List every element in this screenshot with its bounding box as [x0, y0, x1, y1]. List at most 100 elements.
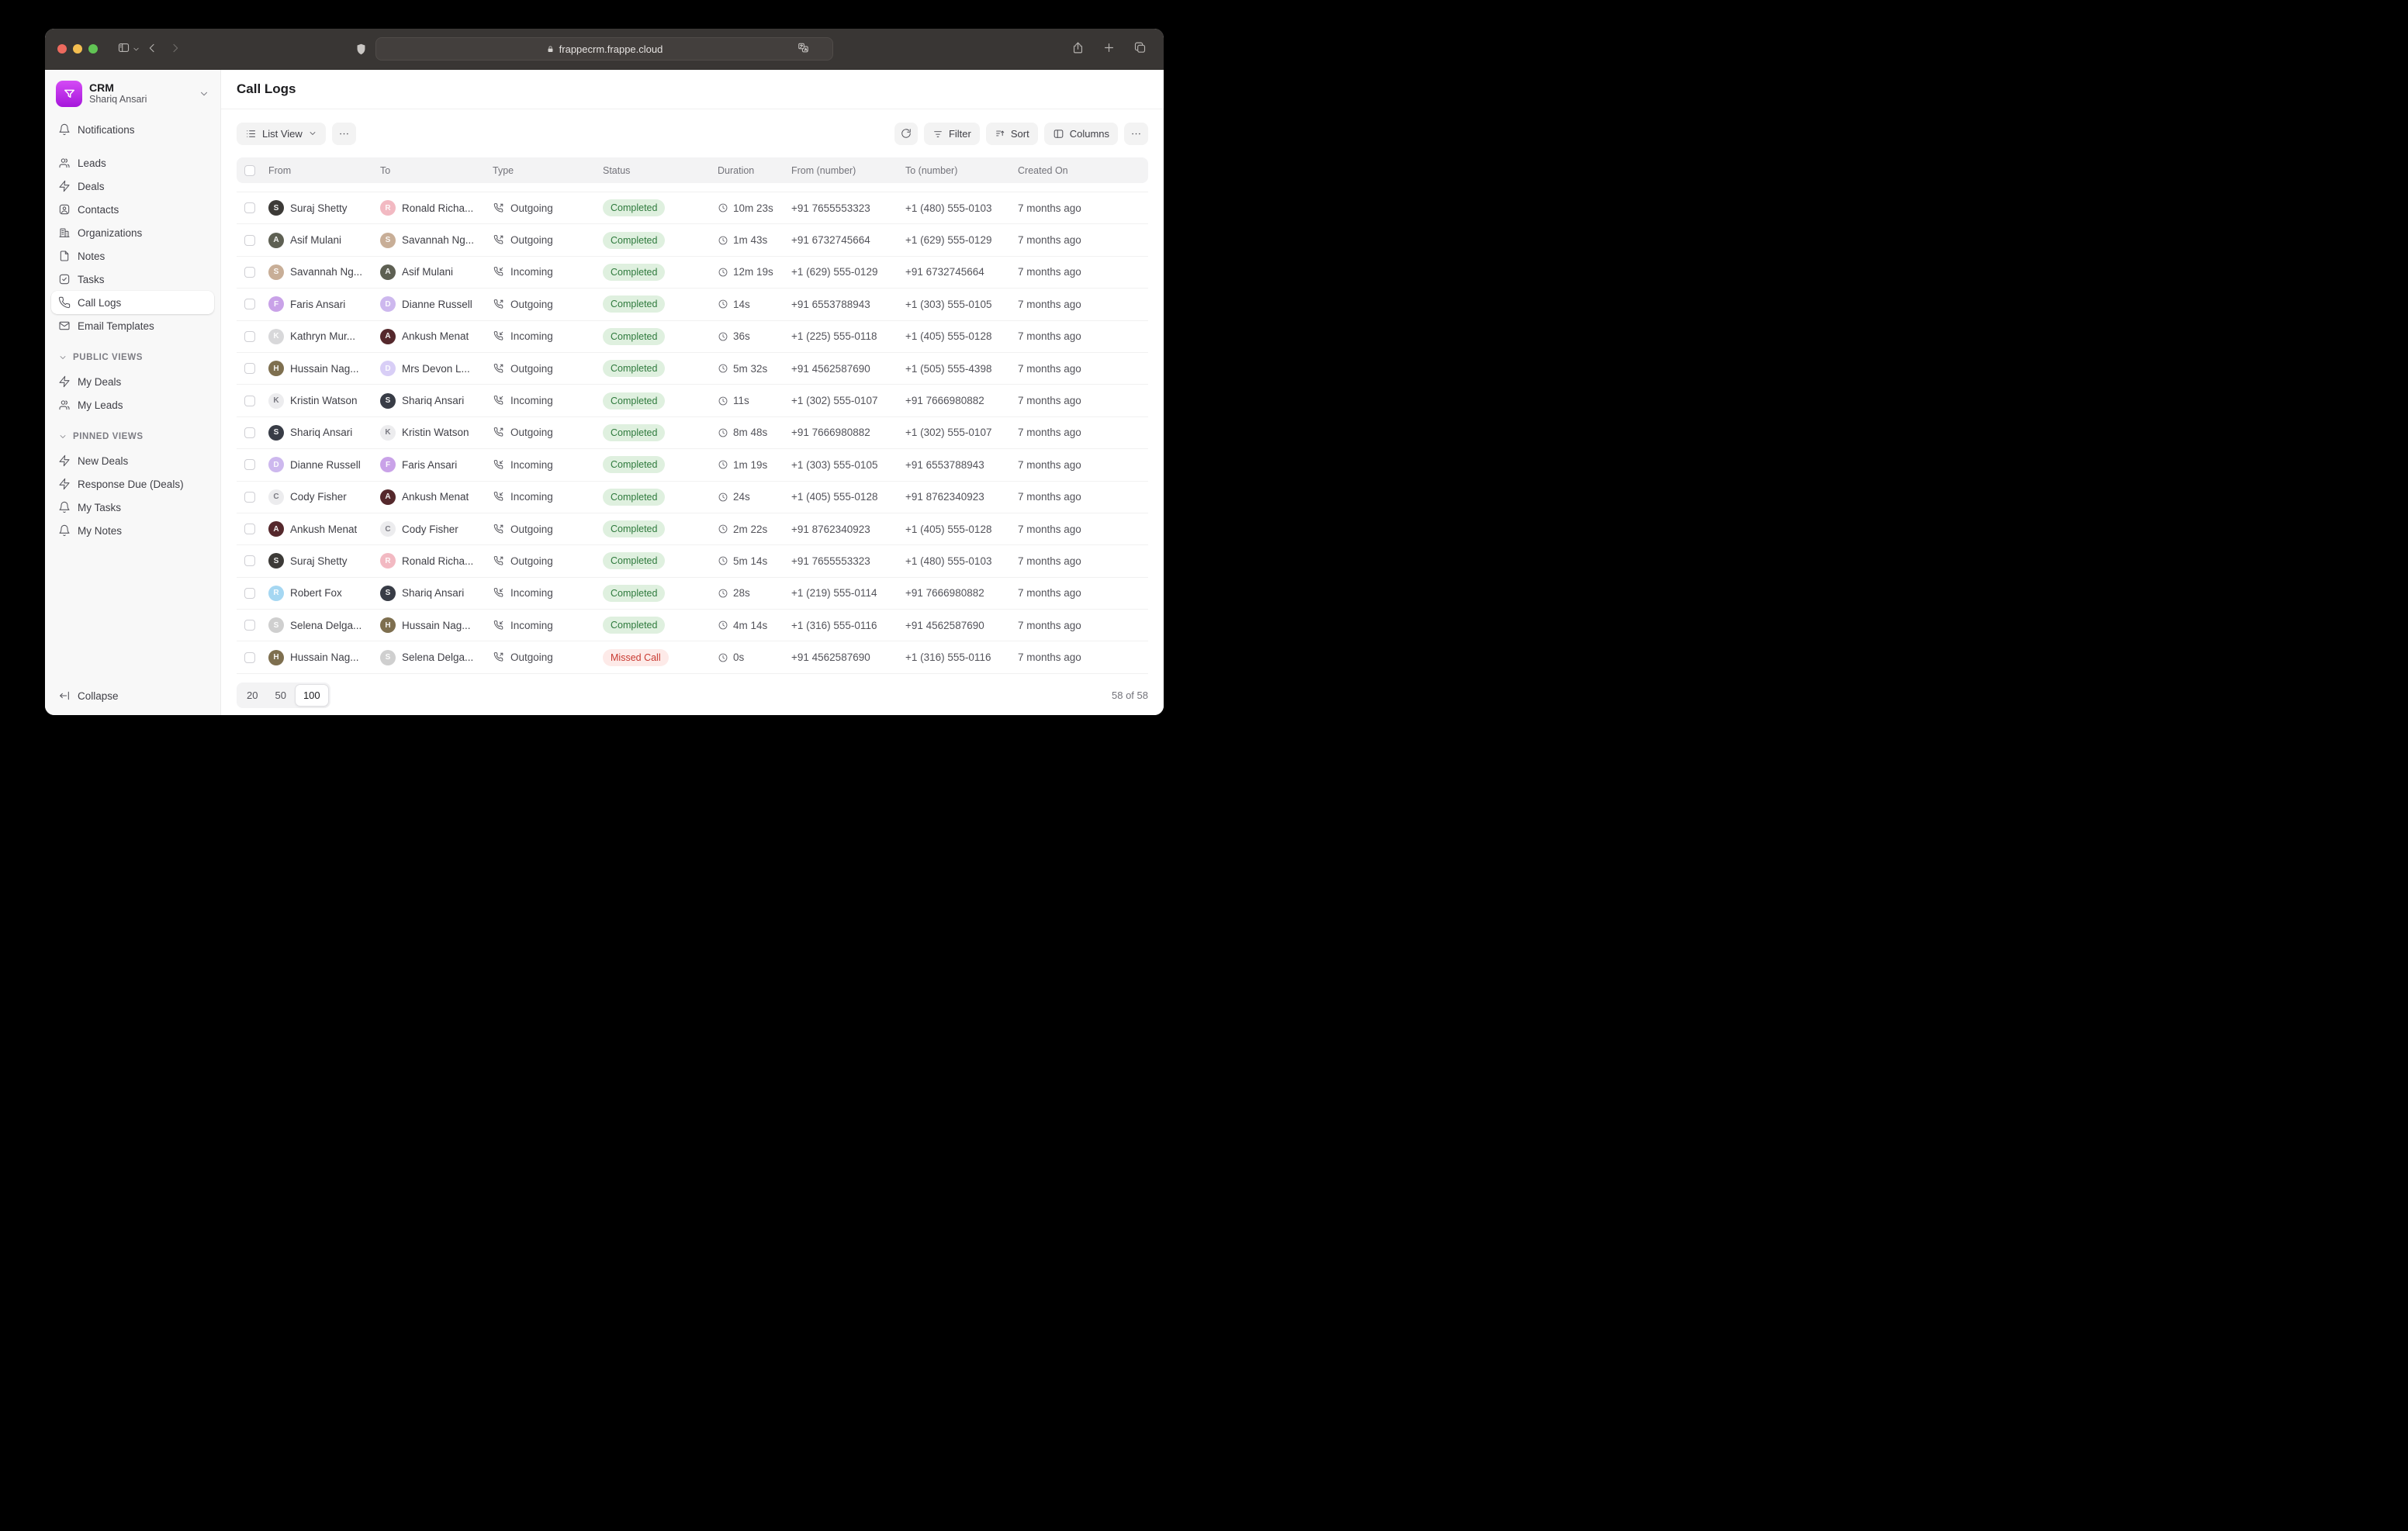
column-header[interactable]: To (number) [905, 164, 958, 176]
table-row[interactable]: H Hussain Nag... D Mrs Devon L... Outgoing Co… [237, 353, 1148, 385]
sort-button[interactable]: Sort [985, 122, 1038, 145]
shield-icon[interactable] [355, 43, 368, 56]
table-body: S Suraj Shetty R Ronald Richa... Outgoing Com… [237, 183, 1148, 676]
sidebar-item-label: My Leads [78, 399, 123, 411]
to-avatar: R [380, 553, 396, 569]
row-checkbox[interactable] [244, 620, 255, 631]
row-checkbox[interactable] [244, 202, 255, 214]
address-bar[interactable]: frappecrm.frappe.cloud undefined [375, 37, 833, 60]
page-size-20[interactable]: 20 [238, 686, 266, 705]
sidebar-item-my-notes[interactable]: My Notes [51, 519, 214, 542]
column-header[interactable]: Created On [1018, 164, 1068, 176]
from-number: +1 (225) 555-0118 [791, 330, 877, 343]
select-all-checkbox[interactable] [244, 164, 255, 176]
table-row[interactable]: C Cody Fisher A Ankush Menat Incoming Complet… [237, 482, 1148, 513]
table-row[interactable]: F Faris Ansari D Dianne Russell Outgoing Comp… [237, 289, 1148, 321]
sidebar-item-my-leads[interactable]: My Leads [51, 393, 214, 416]
table-row[interactable]: A Asif Mulani S Savannah Ng... Outgoing Compl… [237, 224, 1148, 257]
sidebar-item-email-templates[interactable]: Email Templates [51, 314, 214, 337]
row-checkbox[interactable] [244, 651, 255, 663]
table-row[interactable]: K Kristin Watson S Shariq Ansari Incoming Com… [237, 385, 1148, 417]
row-checkbox[interactable] [244, 234, 255, 246]
toolbar-more-button[interactable] [1124, 122, 1148, 145]
chevron-down-icon[interactable] [132, 45, 140, 54]
table-row[interactable]: R Robert Fox S Shariq Ansari Incoming Complet… [237, 578, 1148, 610]
table-row[interactable]: S Savannah Ng... A Asif Mulani Incoming Compl… [237, 257, 1148, 289]
table-row[interactable]: S Selena Delga... H Hussain Nag... Incoming C… [237, 610, 1148, 642]
to-avatar: C [380, 521, 396, 537]
column-header[interactable]: Type [493, 164, 514, 176]
sidebar-item-contacts[interactable]: Contacts [51, 198, 214, 221]
row-checkbox[interactable] [244, 363, 255, 375]
sidebar-item-new-deals[interactable]: New Deals [51, 449, 214, 472]
sidebar-item-notes[interactable]: Notes [51, 244, 214, 268]
close-window-button[interactable] [57, 44, 67, 54]
column-header[interactable]: To [380, 164, 391, 176]
table-row[interactable]: S Suraj Shetty R Ronald Richa... Outgoing Com… [237, 545, 1148, 578]
page-size-50[interactable]: 50 [266, 686, 294, 705]
column-header[interactable]: From [268, 164, 292, 176]
row-checkbox[interactable] [244, 395, 255, 406]
row-checkbox[interactable] [244, 299, 255, 310]
from-cell: H Hussain Nag... [263, 361, 375, 377]
minimize-window-button[interactable] [73, 44, 82, 54]
window-controls [57, 44, 98, 54]
sidebar-item-notifications[interactable]: Notifications [51, 118, 214, 141]
row-checkbox[interactable] [244, 266, 255, 278]
share-button[interactable] [1066, 37, 1089, 60]
section-header-pinned-views[interactable]: PINNED VIEWS [51, 427, 214, 446]
filter-button[interactable]: Filter [923, 122, 980, 145]
clock-icon [718, 620, 728, 631]
row-checkbox[interactable] [244, 587, 255, 599]
sidebar-item-my-deals[interactable]: My Deals [51, 370, 214, 393]
sidebar-item-leads[interactable]: Leads [51, 151, 214, 175]
from-name: Asif Mulani [290, 234, 342, 247]
page-size-100[interactable]: 100 [294, 684, 329, 707]
clock-icon [718, 427, 728, 438]
sidebar-item-my-tasks[interactable]: My Tasks [51, 496, 214, 519]
to-name: Ankush Menat [402, 491, 469, 503]
to-name: Shariq Ansari [402, 395, 465, 407]
sidebar-item-organizations[interactable]: Organizations [51, 221, 214, 244]
from-avatar: A [268, 521, 284, 537]
refresh-button[interactable] [894, 122, 918, 145]
collapse-sidebar-button[interactable]: Collapse [51, 684, 214, 707]
row-checkbox[interactable] [244, 524, 255, 535]
view-more-button[interactable] [331, 122, 356, 145]
view-selector-button[interactable]: List View [237, 122, 326, 145]
column-header[interactable]: Status [603, 164, 631, 176]
forward-button[interactable] [164, 37, 187, 60]
row-checkbox[interactable] [244, 555, 255, 567]
sidebar-item-tasks[interactable]: Tasks [51, 268, 214, 291]
sidebar-item-call-logs[interactable]: Call Logs [51, 291, 214, 314]
columns-button[interactable]: Columns [1043, 122, 1118, 145]
table-row[interactable]: A Ankush Menat C Cody Fisher Outgoing Complet… [237, 513, 1148, 546]
sidebar-item-deals[interactable]: Deals [51, 175, 214, 198]
table-row[interactable]: S Shariq Ansari K Kristin Watson Outgoing Com… [237, 417, 1148, 450]
sidebar-item-response-due-deals-[interactable]: Response Due (Deals) [51, 472, 214, 496]
back-button[interactable] [140, 37, 164, 60]
from-cell: K Kristin Watson [263, 392, 375, 409]
translate-icon[interactable] [797, 42, 809, 56]
table-row[interactable]: S Suraj Shetty R Ronald Richa... Outgoing Com… [237, 192, 1148, 225]
to-cell: K Kristin Watson [375, 424, 487, 441]
type-cell: Outgoing [487, 299, 597, 310]
new-tab-button[interactable] [1097, 37, 1120, 60]
to-number: +1 (316) 555-0116 [905, 651, 991, 664]
fullscreen-window-button[interactable] [88, 44, 98, 54]
row-checkbox[interactable] [244, 459, 255, 471]
section-header-public-views[interactable]: PUBLIC VIEWS [51, 348, 214, 367]
sidebar-toggle-button[interactable] [112, 37, 135, 60]
app-switcher[interactable]: CRM Shariq Ansari [51, 79, 214, 118]
table-row[interactable]: H Hussain Nag... S Selena Delga... Outgoing M… [237, 641, 1148, 674]
column-header[interactable]: Duration [718, 164, 755, 176]
reload-icon[interactable]: undefined [815, 43, 826, 56]
row-checkbox[interactable] [244, 491, 255, 503]
table-row[interactable]: K Kathryn Mur... A Ankush Menat Incoming Comp… [237, 321, 1148, 353]
tab-overview-button[interactable] [1128, 37, 1151, 60]
sidebar-sections: PUBLIC VIEWS My Deals My Leads PINNED VIEWS… [51, 337, 214, 542]
row-checkbox[interactable] [244, 330, 255, 342]
column-header[interactable]: From (number) [791, 164, 856, 176]
row-checkbox[interactable] [244, 427, 255, 438]
table-row[interactable]: D Dianne Russell F Faris Ansari Incoming Comp… [237, 449, 1148, 482]
